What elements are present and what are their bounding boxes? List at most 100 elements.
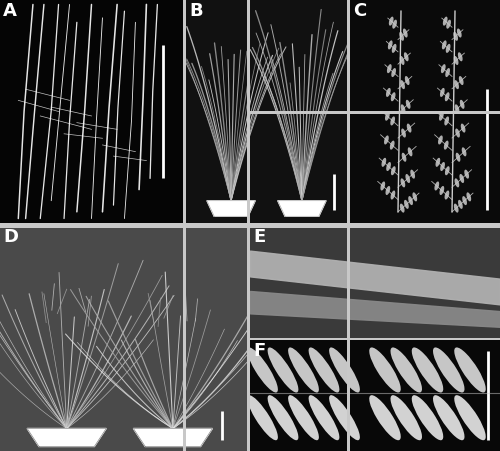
Ellipse shape (462, 147, 466, 156)
Ellipse shape (288, 347, 319, 392)
Ellipse shape (400, 203, 404, 212)
Ellipse shape (386, 162, 391, 171)
Ellipse shape (391, 166, 396, 175)
Ellipse shape (441, 64, 446, 73)
Polygon shape (134, 428, 212, 446)
Ellipse shape (433, 347, 464, 392)
Ellipse shape (402, 153, 406, 162)
Ellipse shape (462, 196, 467, 205)
Ellipse shape (444, 116, 449, 125)
Ellipse shape (440, 88, 444, 97)
Text: E: E (253, 228, 265, 246)
Ellipse shape (433, 395, 464, 440)
Ellipse shape (445, 166, 450, 175)
Ellipse shape (454, 395, 486, 440)
Ellipse shape (436, 158, 440, 167)
Ellipse shape (406, 100, 410, 109)
Ellipse shape (380, 181, 385, 190)
Ellipse shape (458, 52, 462, 61)
Polygon shape (27, 428, 106, 446)
Ellipse shape (392, 44, 396, 53)
Ellipse shape (446, 20, 451, 29)
Ellipse shape (390, 395, 422, 440)
Ellipse shape (438, 135, 443, 144)
Ellipse shape (457, 28, 462, 37)
Ellipse shape (412, 192, 417, 202)
Ellipse shape (454, 32, 458, 41)
Ellipse shape (445, 92, 450, 101)
Ellipse shape (446, 44, 450, 53)
Ellipse shape (329, 347, 360, 392)
Ellipse shape (434, 181, 439, 190)
Ellipse shape (440, 162, 445, 171)
Ellipse shape (440, 186, 444, 195)
Ellipse shape (460, 100, 464, 109)
Ellipse shape (410, 170, 415, 179)
Ellipse shape (456, 153, 460, 162)
Ellipse shape (400, 32, 404, 41)
Ellipse shape (460, 174, 464, 183)
Ellipse shape (461, 124, 466, 133)
Ellipse shape (392, 68, 396, 77)
Polygon shape (278, 201, 326, 216)
Ellipse shape (308, 395, 340, 440)
Ellipse shape (369, 395, 401, 440)
Ellipse shape (384, 135, 389, 144)
Ellipse shape (412, 395, 444, 440)
Ellipse shape (387, 64, 392, 73)
Ellipse shape (329, 395, 360, 440)
Ellipse shape (464, 170, 469, 179)
Ellipse shape (401, 129, 406, 138)
Ellipse shape (454, 203, 458, 212)
Ellipse shape (403, 28, 407, 37)
Ellipse shape (385, 112, 390, 121)
Ellipse shape (408, 196, 413, 205)
Ellipse shape (400, 178, 406, 188)
Ellipse shape (454, 80, 459, 89)
Ellipse shape (400, 80, 405, 89)
Ellipse shape (412, 347, 444, 392)
Ellipse shape (455, 129, 460, 138)
Text: D: D (3, 228, 18, 246)
Text: F: F (253, 342, 265, 360)
Ellipse shape (408, 147, 412, 156)
Ellipse shape (439, 112, 444, 121)
Ellipse shape (390, 190, 396, 199)
Ellipse shape (391, 92, 396, 101)
Ellipse shape (454, 56, 458, 65)
Ellipse shape (444, 141, 448, 150)
Ellipse shape (390, 116, 395, 125)
Ellipse shape (443, 17, 448, 26)
Ellipse shape (407, 124, 412, 133)
Text: A: A (3, 2, 17, 20)
Ellipse shape (392, 20, 397, 29)
Ellipse shape (247, 347, 278, 392)
Ellipse shape (459, 76, 464, 85)
Ellipse shape (400, 104, 406, 113)
Ellipse shape (386, 186, 390, 195)
Ellipse shape (406, 174, 410, 183)
Ellipse shape (382, 158, 386, 167)
Ellipse shape (442, 41, 446, 50)
Ellipse shape (454, 104, 460, 113)
Ellipse shape (369, 347, 401, 392)
Ellipse shape (454, 347, 486, 392)
Ellipse shape (390, 347, 422, 392)
Text: C: C (353, 2, 366, 20)
Ellipse shape (458, 200, 463, 209)
Ellipse shape (268, 395, 298, 440)
Ellipse shape (444, 190, 450, 199)
Ellipse shape (390, 141, 394, 150)
Ellipse shape (454, 178, 460, 188)
Ellipse shape (446, 68, 450, 77)
Ellipse shape (400, 56, 404, 65)
Ellipse shape (405, 76, 409, 85)
Ellipse shape (404, 200, 409, 209)
Ellipse shape (386, 88, 390, 97)
Ellipse shape (404, 52, 408, 61)
Ellipse shape (389, 17, 394, 26)
Ellipse shape (388, 41, 392, 50)
Text: B: B (189, 2, 202, 20)
Polygon shape (207, 201, 255, 216)
Ellipse shape (268, 347, 298, 392)
